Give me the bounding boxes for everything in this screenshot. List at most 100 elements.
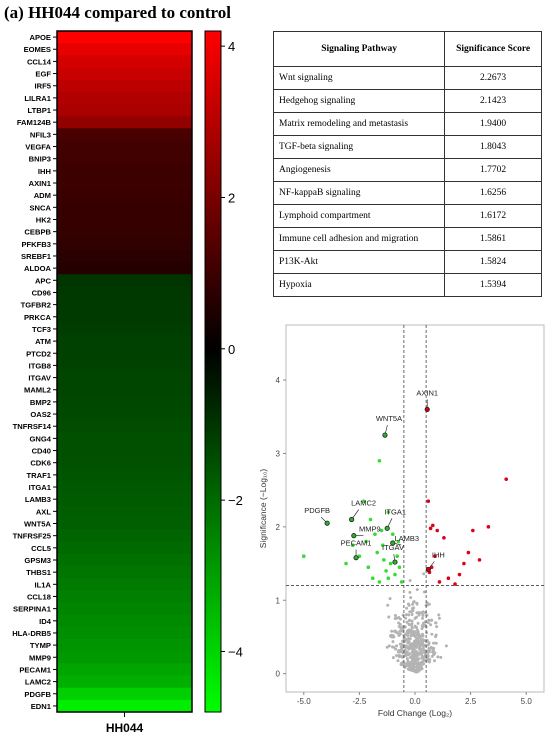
heatmap-cell	[57, 79, 192, 93]
upregulated-point	[477, 558, 482, 562]
significance-score: 1.8043	[444, 135, 542, 159]
grey-point	[421, 614, 425, 618]
grey-point	[401, 655, 405, 659]
heatmap-cell	[57, 395, 192, 409]
gene-label: IL1A	[35, 580, 52, 589]
heatmap-cell	[57, 651, 192, 664]
downregulated-point	[364, 539, 368, 544]
upregulated-point	[446, 576, 451, 581]
labeled-point	[353, 555, 359, 561]
labeled-point	[349, 516, 355, 523]
gene-label: CCL18	[27, 592, 51, 601]
grey-point	[435, 625, 439, 629]
heatmap-cell	[57, 663, 192, 676]
table-row: Hypoxia 1.5394	[272, 273, 542, 297]
x-tick-label: 2.5	[465, 697, 477, 706]
downregulated-point	[362, 499, 366, 503]
grey-point	[422, 590, 426, 594]
heatmap-cell	[57, 407, 192, 421]
grey-point	[437, 613, 441, 617]
heatmap-cell	[57, 152, 192, 166]
labeled-point	[390, 540, 396, 546]
y-tick-label: 3	[276, 449, 281, 458]
heatmap-cell	[57, 201, 192, 214]
grey-point	[398, 629, 402, 633]
grey-point	[393, 616, 397, 620]
table-row: Wnt signaling 2.2673	[272, 66, 542, 90]
downregulated-point	[375, 550, 379, 555]
grey-point	[444, 644, 448, 648]
grey-point	[416, 633, 420, 637]
downregulated-point	[380, 543, 385, 547]
grey-point	[412, 667, 416, 671]
heatmap-cell	[57, 553, 192, 567]
heatmap-cell	[57, 286, 192, 299]
grey-point	[428, 657, 432, 661]
grey-point	[407, 622, 411, 626]
grey-point	[417, 652, 421, 656]
gene-label: ID4	[39, 617, 52, 626]
grey-point	[426, 643, 430, 647]
point-label: LAMB3	[394, 534, 419, 543]
grey-point	[434, 621, 438, 625]
table-row: TGF-beta signaling 1.8043	[272, 135, 542, 159]
grey-point	[409, 596, 413, 600]
labeled-point	[392, 559, 398, 565]
grey-point	[436, 655, 440, 659]
gene-label: HK2	[36, 215, 51, 224]
gene-label: VEGFA	[25, 143, 51, 152]
grey-point	[401, 639, 405, 643]
heatmap-cell	[57, 176, 192, 190]
grey-point	[395, 644, 399, 648]
grey-point	[408, 610, 412, 614]
gene-label: MMP9	[29, 653, 51, 662]
grey-point	[415, 644, 419, 648]
pathway-name: Hedgehog signaling	[272, 89, 446, 113]
grey-point	[437, 616, 441, 620]
heatmap-cell	[57, 566, 192, 579]
downregulated-point	[396, 539, 401, 544]
grey-point	[415, 588, 419, 592]
heatmap-cell	[57, 468, 192, 482]
heatmap-cell	[57, 687, 192, 701]
table-row: Lymphoid compartment 1.6172	[272, 204, 542, 228]
grey-point	[433, 659, 437, 663]
gene-label: BNIP3	[29, 155, 51, 164]
point-label: IHH	[432, 550, 445, 559]
grey-point	[422, 655, 426, 659]
grey-point	[426, 656, 430, 660]
gene-label: PRKCA	[24, 313, 52, 322]
grey-point	[408, 618, 412, 622]
gene-label: GPSM3	[24, 556, 51, 565]
gene-label: HLA-DRB5	[12, 629, 52, 638]
heatmap-cell	[57, 359, 192, 372]
labeled-point	[324, 520, 330, 526]
gene-label: APC	[35, 276, 52, 285]
upregulated-point	[466, 550, 471, 555]
x-tick-label: -2.5	[352, 697, 366, 706]
heatmap-cell	[57, 31, 192, 44]
downregulated-point	[388, 561, 393, 566]
grey-point	[420, 666, 424, 670]
point-label: AXIN1	[416, 388, 438, 397]
grey-point	[404, 645, 408, 649]
point-label: PDGFB	[304, 506, 330, 515]
grey-point	[415, 611, 419, 615]
gene-label: SNCA	[29, 203, 51, 212]
heatmap-cell	[57, 225, 192, 239]
heatmap-cell	[57, 602, 192, 616]
grey-point	[404, 613, 408, 617]
point-label: PECAM1	[341, 539, 372, 548]
point-label: MMP9	[359, 525, 381, 534]
downregulated-point	[366, 565, 371, 570]
volcano-plot: -5.0 -2.5 0.0 2.5 5.0 0 1 2 3 4 Fold Change (Log₂)…	[258, 324, 545, 718]
grey-point	[410, 613, 414, 617]
upregulated-point	[428, 526, 433, 531]
gene-label: LAMB3	[25, 495, 51, 504]
grey-point	[403, 625, 407, 629]
downregulated-point	[377, 458, 382, 463]
pathway-name: TGF-beta signaling	[272, 135, 446, 159]
upregulated-point	[435, 528, 440, 533]
x-tick-label: 0.0	[409, 697, 421, 706]
heatmap-cell	[57, 310, 192, 324]
